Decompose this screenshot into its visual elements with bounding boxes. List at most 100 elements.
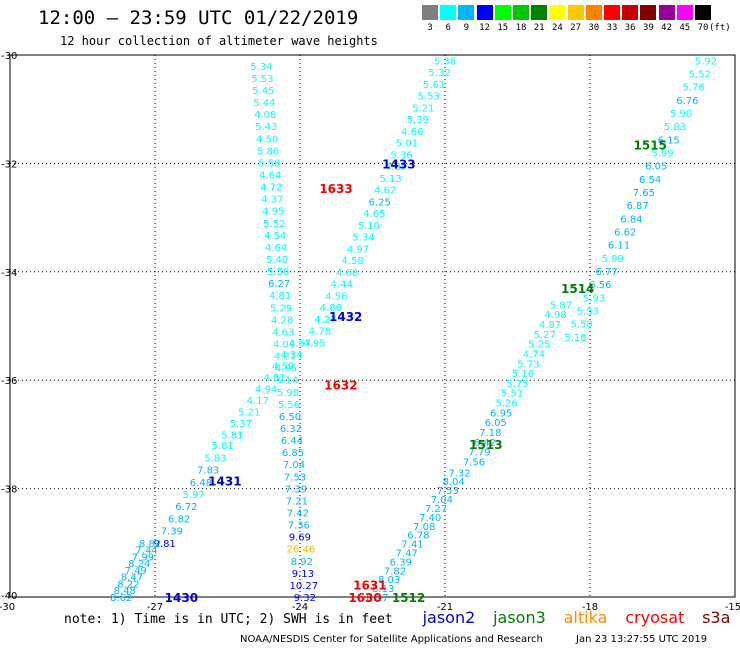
swh-value: 5.40 xyxy=(266,255,288,266)
swh-value: 6.77 xyxy=(595,267,617,278)
color-scale-label: 9 xyxy=(463,23,470,33)
color-scale-label: 45 xyxy=(679,23,691,33)
swh-value: 5.58 xyxy=(258,158,280,169)
legend: note: 1) Time is in UTC; 2) SWH is in fe… xyxy=(64,608,740,627)
color-scale-label: 3 xyxy=(427,23,433,33)
swh-value: 5.43 xyxy=(255,122,277,133)
swh-value: 4.74 xyxy=(523,349,545,360)
color-scale-swatch xyxy=(604,5,620,20)
swh-value: 5.53 xyxy=(577,307,599,318)
color-scale-swatch xyxy=(531,5,548,20)
swh-value: 7.49 xyxy=(125,566,147,577)
swh-value: 6.87 xyxy=(627,201,649,212)
legend-altika: altika xyxy=(563,608,608,627)
swh-value: 5.99 xyxy=(651,149,673,160)
swh-value: 8.82 xyxy=(139,539,161,550)
swh-value: 6.54 xyxy=(639,175,661,186)
footer-timestamp: Jan 23 13:27:55 UTC 2019 xyxy=(576,634,708,645)
swh-value: 9.13 xyxy=(292,569,314,580)
swh-value: 26.46 xyxy=(287,545,316,556)
track-time-label: 1632 xyxy=(324,379,357,393)
swh-value: 4.34 xyxy=(280,350,302,361)
track-time-label: 1633 xyxy=(319,182,352,196)
y-tick-label: -32 xyxy=(1,159,17,170)
swh-value: 4.87 xyxy=(539,320,561,331)
swh-value: 6.82 xyxy=(168,514,190,525)
swh-value: 5.93 xyxy=(583,293,605,304)
track-time-label: 1631 xyxy=(353,579,386,593)
swh-value: 5.52 xyxy=(263,219,285,230)
swh-value: 6.76 xyxy=(676,96,698,107)
swh-value: 6.27 xyxy=(268,279,290,290)
swh-value: 5.50 xyxy=(571,320,593,331)
swh-value: 7.56 xyxy=(463,458,485,469)
swh-value: 8.24 xyxy=(128,559,150,570)
swh-value: 4.95 xyxy=(303,338,325,349)
swh-value: 6.39 xyxy=(390,557,412,568)
legend-s3a: s3a xyxy=(702,608,731,627)
color-scale-swatch xyxy=(422,5,438,20)
swh-value: 5.16 xyxy=(512,369,534,380)
swh-value: 9.69 xyxy=(289,533,311,544)
swh-value: 4.37 xyxy=(261,195,283,206)
swh-value: 7.99 xyxy=(132,552,154,563)
y-tick-label: -38 xyxy=(1,485,17,496)
swh-value: 5.51 xyxy=(501,389,523,400)
track-time-label: 1515 xyxy=(634,138,667,152)
swh-value: 5.18 xyxy=(564,333,586,344)
x-tick-label: -27 xyxy=(147,602,163,613)
track-time-label: 1630 xyxy=(348,591,381,605)
chart-subtitle: 12 hour collection of altimeter wave hei… xyxy=(60,34,378,48)
plot-frame xyxy=(9,54,736,598)
swh-value: 7.04 xyxy=(431,495,453,506)
swh-value: 5.37 xyxy=(230,419,252,430)
swh-value: 4.64 xyxy=(265,243,287,254)
swh-value: 6.78 xyxy=(407,531,429,542)
color-scale-swatch xyxy=(640,5,657,20)
swh-value: 5.44 xyxy=(253,98,275,109)
swh-value: 5.73 xyxy=(517,359,539,370)
swh-value: 4.68 xyxy=(336,268,358,279)
swh-value: 5.81 xyxy=(212,441,234,452)
swh-value: 10.27 xyxy=(290,581,319,592)
swh-value: 5.53 xyxy=(251,74,273,85)
color-scale-label: 70 xyxy=(697,23,709,33)
swh-value: 4.27 xyxy=(314,315,336,326)
swh-value: 7.53 xyxy=(284,472,306,483)
swh-value: 4.78 xyxy=(309,327,331,338)
swh-value: 4.86 xyxy=(320,303,342,314)
swh-value: 6.95 xyxy=(490,408,512,419)
swh-value: 5.87 xyxy=(550,300,572,311)
color-scale-label: 33 xyxy=(606,23,618,33)
swh-value: 7.39 xyxy=(161,527,183,538)
swh-value: 5.29 xyxy=(270,303,292,314)
swh-value: 6.72 xyxy=(175,502,197,513)
color-scale-swatch xyxy=(458,5,475,20)
swh-value: 4.08 xyxy=(254,110,276,121)
swh-value: 4.44 xyxy=(331,280,353,291)
swh-value: 6.15 xyxy=(658,135,680,146)
swh-value: 7.08 xyxy=(413,522,435,533)
swh-value: 5.61 xyxy=(423,80,445,91)
swh-value: 7.18 xyxy=(479,428,501,439)
swh-value: 4.64 xyxy=(259,170,281,181)
swh-value: 5.98 xyxy=(277,388,299,399)
color-scale-unit: (ft) xyxy=(709,23,731,33)
swh-value: 7.53 xyxy=(437,486,459,497)
swh-value: 5.45 xyxy=(252,86,274,97)
swh-value: 6.48 xyxy=(190,478,212,489)
swh-value: 4.72 xyxy=(260,183,282,194)
y-tick-label: -34 xyxy=(1,268,17,279)
swh-value: 8.47 xyxy=(121,573,143,584)
color-scale-swatch xyxy=(513,5,529,20)
swh-value: 4.56 xyxy=(325,291,347,302)
swh-value: 4.65 xyxy=(363,209,385,220)
swh-value: 6.44 xyxy=(281,436,303,447)
swh-value: 5.34 xyxy=(250,62,272,73)
swh-value: 4.54 xyxy=(264,231,286,242)
swh-value: 5.97 xyxy=(183,490,205,501)
swh-value: 4.81 xyxy=(269,291,291,302)
swh-value: 4.62 xyxy=(374,186,396,197)
swh-value: 5.99 xyxy=(602,254,624,265)
